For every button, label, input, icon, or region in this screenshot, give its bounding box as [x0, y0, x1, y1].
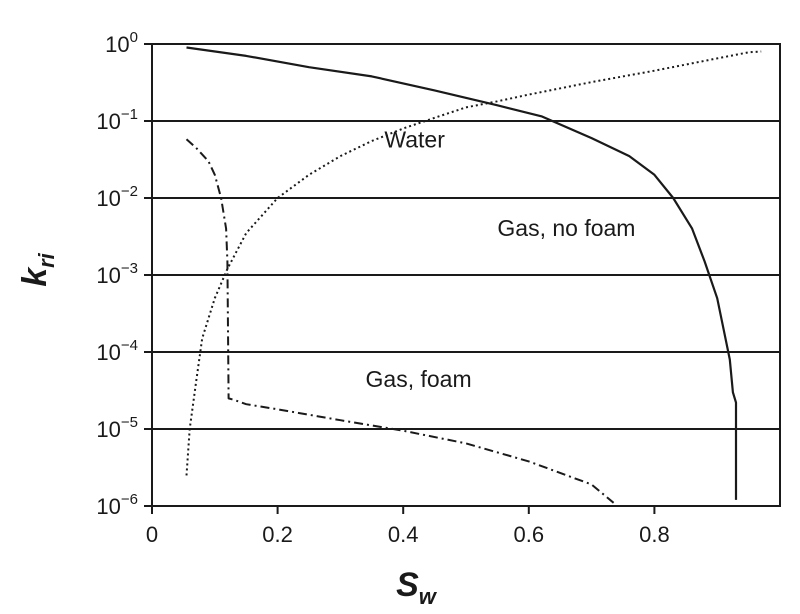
y-tick-base: 10 [105, 32, 129, 57]
y-axis-label-main: k [16, 266, 54, 287]
y-tick-base: 10 [96, 494, 120, 519]
x-tick-label: 0.2 [262, 522, 293, 547]
y-tick-exponent: −6 [121, 491, 138, 508]
x-tick-labels: 0 0.2 0.4 0.6 0.8 [146, 522, 670, 547]
y-tick-exponent: −1 [121, 106, 138, 123]
y-tick-exponent: 0 [130, 29, 138, 46]
y-tick-base: 10 [96, 109, 120, 134]
annotation-water: Water [384, 127, 445, 153]
x-axis-label-main: S [396, 566, 419, 604]
y-tick-base: 10 [96, 263, 120, 288]
x-tick-label: 0.4 [388, 522, 419, 547]
y-tick-exponent: −3 [121, 260, 138, 277]
series-line-gas-foam [185, 138, 615, 504]
annotation-gas-no-foam: Gas, no foam [497, 215, 635, 241]
y-tick-label: 10−1 [96, 106, 138, 134]
y-tick-label: 100 [105, 29, 138, 57]
x-axis-label-sub: w [419, 584, 438, 609]
annotations: Water Gas, no foam Gas, foam [366, 127, 636, 392]
y-tick-base: 10 [96, 417, 120, 442]
y-tick-label: 10−4 [96, 337, 138, 365]
y-axis-label: kri [16, 252, 59, 286]
gridlines [144, 43, 780, 514]
x-tick-label: 0.8 [639, 522, 670, 547]
series-lines [185, 46, 762, 504]
y-axis-label-sub: ri [34, 252, 59, 268]
y-tick-label: 10−3 [96, 260, 138, 288]
y-tick-exponent: −4 [121, 337, 138, 354]
y-tick-base: 10 [96, 186, 120, 211]
y-tick-exponent: −2 [121, 183, 138, 200]
y-tick-base: 10 [96, 340, 120, 365]
series-line-gas-no-foam [186, 46, 738, 500]
x-tick-label: 0.6 [514, 522, 545, 547]
x-tick-label: 0 [146, 522, 158, 547]
y-tick-label: 10−2 [96, 183, 138, 211]
annotation-gas-foam: Gas, foam [366, 366, 472, 392]
y-tick-label: 10−5 [96, 414, 138, 442]
series-line-water [185, 50, 762, 476]
y-tick-exponent: −5 [121, 414, 138, 431]
x-axis-label: Sw [396, 566, 438, 609]
y-tick-label: 10−6 [96, 491, 138, 519]
